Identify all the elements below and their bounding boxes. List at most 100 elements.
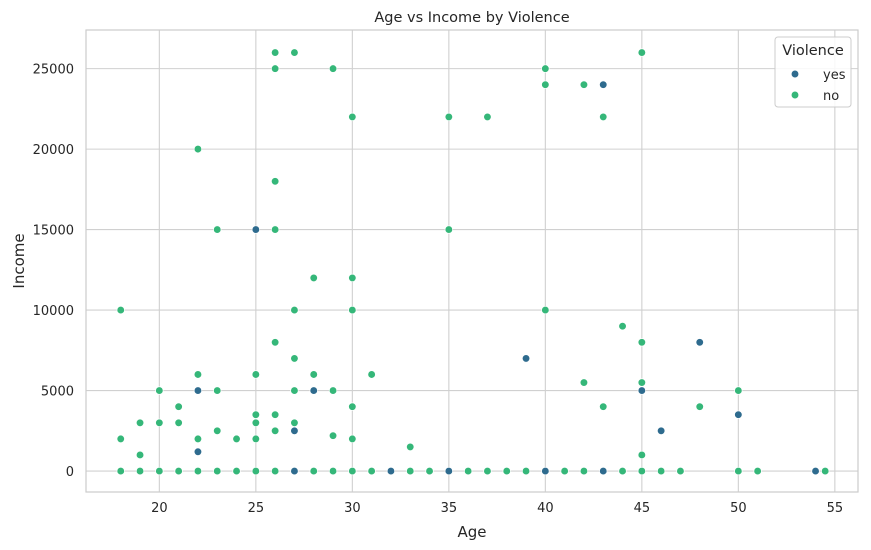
data-point-yes	[193, 447, 203, 456]
data-point-no	[502, 466, 511, 476]
data-point-no	[463, 466, 473, 476]
data-point-no	[290, 305, 299, 315]
data-point-no	[155, 466, 164, 476]
data-point-no	[695, 402, 704, 411]
data-point-no	[637, 450, 646, 460]
data-point-no	[232, 466, 241, 476]
data-point-no	[251, 466, 260, 476]
data-point-no	[483, 466, 492, 476]
data-point-no	[174, 418, 183, 427]
data-point-no	[656, 466, 666, 476]
data-point-no	[193, 144, 203, 154]
x-tick-label: 35	[441, 501, 458, 516]
data-point-no	[309, 370, 318, 379]
data-point-yes	[290, 466, 299, 476]
data-point-no	[213, 386, 222, 395]
data-point-no	[599, 112, 608, 122]
chart-title: Age vs Income by Violence	[374, 10, 569, 26]
data-point-no	[270, 64, 280, 73]
data-point-no	[135, 450, 145, 460]
data-point-no	[637, 378, 646, 387]
data-point-no	[309, 466, 318, 476]
data-point-no	[637, 466, 646, 476]
legend-box	[774, 36, 852, 108]
x-tick-label: 40	[537, 501, 554, 516]
data-point-no	[328, 466, 338, 476]
plot-area	[85, 29, 859, 493]
data-point-no	[425, 466, 434, 476]
x-tick-label: 50	[730, 501, 747, 516]
data-point-no	[290, 418, 299, 427]
data-point-no	[444, 112, 453, 122]
data-point-no	[290, 48, 299, 57]
data-point-yes	[193, 386, 203, 395]
data-point-yes	[309, 386, 318, 395]
data-point-yes	[290, 426, 299, 435]
data-point-no	[116, 466, 125, 476]
data-point-no	[251, 434, 260, 444]
y-axis-label: Income	[10, 233, 28, 288]
data-points	[116, 48, 830, 476]
data-point-no	[348, 434, 357, 444]
data-point-no	[348, 112, 357, 122]
data-point-yes	[599, 80, 608, 89]
data-point-no	[618, 466, 627, 476]
legend-items: yes no	[790, 68, 846, 104]
data-point-yes	[541, 466, 550, 476]
y-tick-label: 0	[66, 465, 74, 480]
data-point-no	[406, 442, 415, 452]
data-point-no	[348, 305, 357, 315]
data-point-yes	[521, 354, 531, 363]
data-point-no	[116, 305, 125, 315]
data-point-no	[193, 370, 203, 379]
data-point-no	[290, 386, 299, 395]
data-point-no	[618, 322, 627, 331]
data-point-no	[213, 225, 222, 234]
data-point-yes	[599, 466, 608, 476]
data-point-no	[734, 386, 743, 395]
data-point-yes	[656, 426, 666, 435]
data-point-no	[213, 426, 222, 435]
data-point-no	[213, 466, 222, 476]
data-point-no	[541, 305, 550, 315]
data-point-no	[270, 338, 280, 347]
x-tick-label: 20	[151, 501, 168, 516]
data-point-no	[406, 466, 415, 476]
data-point-no	[270, 466, 280, 476]
y-tick-label: 5000	[41, 385, 74, 400]
data-point-no	[483, 112, 492, 122]
x-tick-label: 55	[827, 501, 844, 516]
data-point-no	[193, 466, 203, 476]
grid	[86, 30, 858, 492]
legend: Violence yes no	[774, 36, 852, 108]
data-point-no	[579, 378, 589, 387]
data-point-no	[821, 466, 830, 476]
data-point-no	[579, 466, 589, 476]
data-point-no	[753, 466, 762, 476]
data-point-no	[270, 48, 280, 57]
data-point-no	[309, 273, 318, 283]
data-point-no	[637, 338, 646, 347]
data-point-no	[251, 370, 260, 379]
data-point-no	[676, 466, 685, 476]
data-point-no	[270, 426, 280, 435]
data-point-yes	[444, 466, 453, 476]
x-tick-label: 30	[344, 501, 361, 516]
data-point-no	[155, 418, 164, 427]
x-tick-label: 25	[248, 501, 265, 516]
legend-marker-yes	[790, 69, 800, 79]
data-point-no	[328, 64, 338, 73]
data-point-no	[444, 225, 453, 234]
y-tick-label: 20000	[33, 143, 74, 158]
y-tick-label: 15000	[33, 224, 74, 239]
data-point-no	[348, 273, 357, 283]
data-point-no	[270, 177, 280, 186]
legend-label-no: no	[823, 89, 839, 104]
data-point-no	[541, 80, 550, 89]
data-point-no	[290, 354, 299, 363]
data-point-no	[637, 48, 646, 57]
data-point-yes	[386, 466, 396, 476]
data-point-no	[135, 418, 145, 427]
data-point-no	[270, 225, 280, 234]
